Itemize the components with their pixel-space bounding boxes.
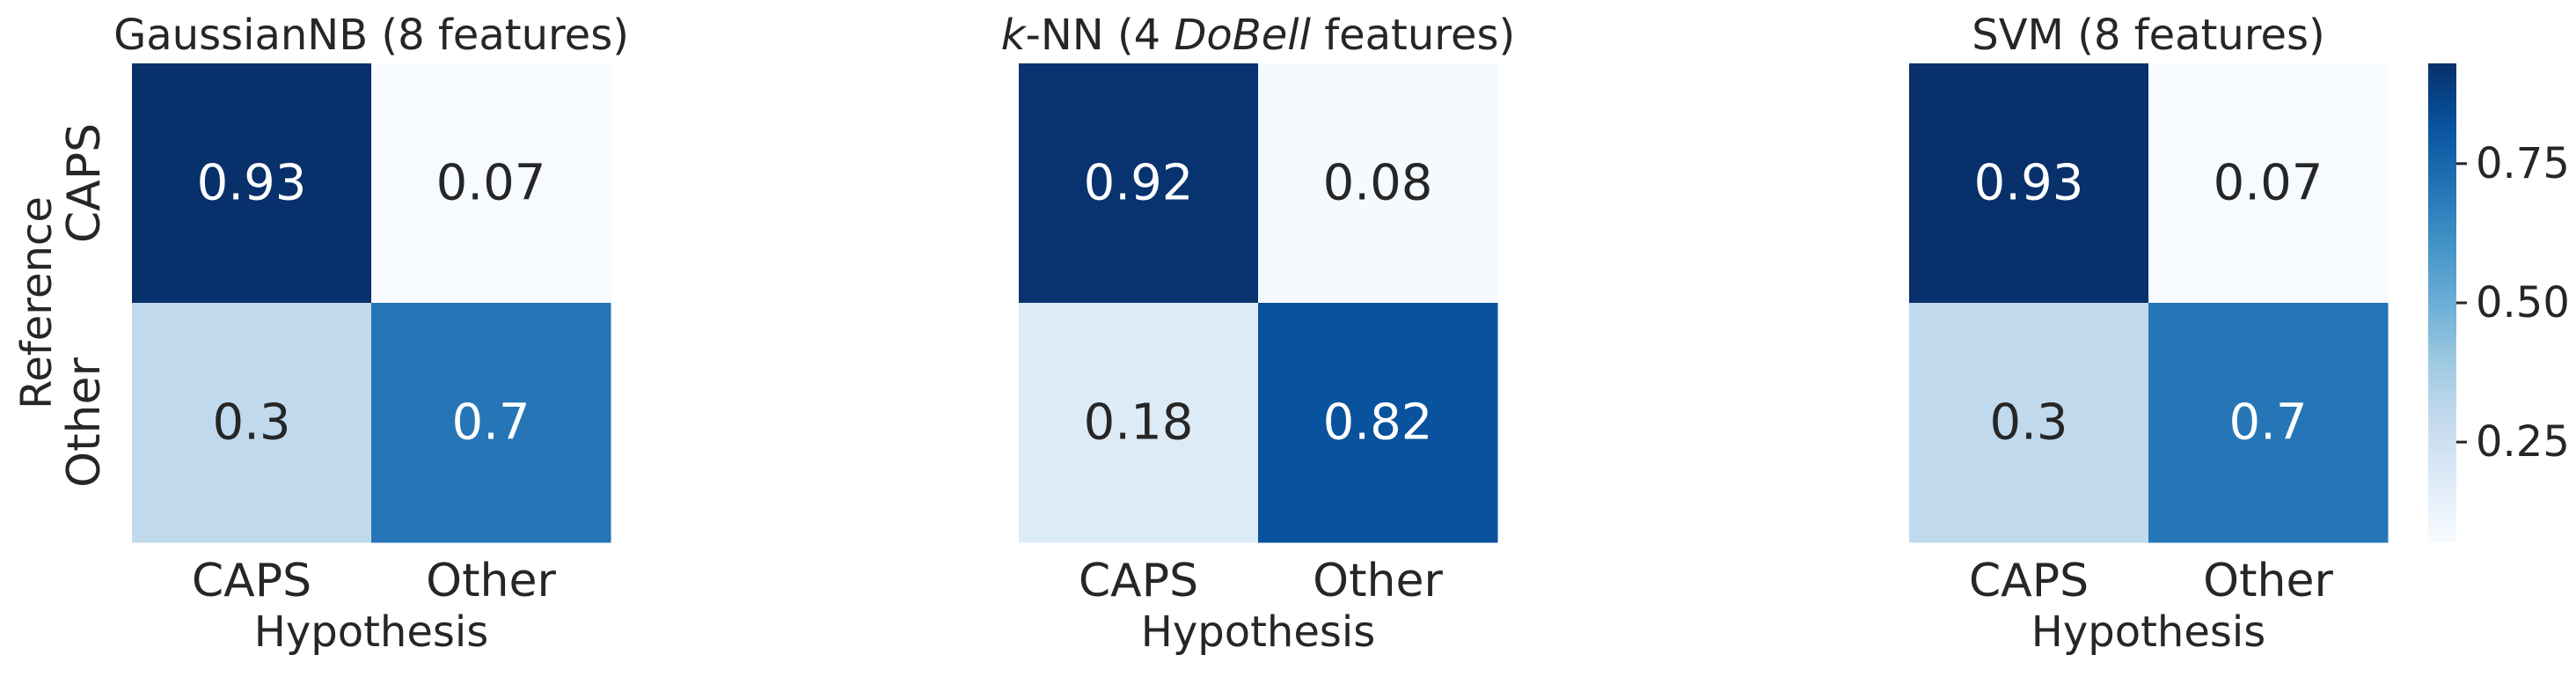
- cell-value-label: 0.93: [1974, 155, 2084, 212]
- cell-value-label: 0.08: [1323, 155, 1433, 212]
- panel-title: GaussianNB (8 features): [113, 11, 629, 60]
- x-tick-label: Other: [426, 555, 556, 607]
- heatmap-cell: [1019, 303, 1259, 543]
- y-axis-label: Reference: [12, 196, 62, 409]
- cell-value-label: 0.3: [1989, 394, 2067, 452]
- x-axis-label: Hypothesis: [2031, 607, 2265, 657]
- heatmap-cell: [1019, 63, 1259, 304]
- cell-value-label: 0.82: [1323, 394, 1433, 452]
- cell-value-label: 0.07: [436, 155, 546, 212]
- heatmap-cell: [1258, 303, 1498, 543]
- cell-value-label: 0.3: [212, 394, 290, 452]
- colorbar-tick-label: 0.25: [2476, 417, 2570, 467]
- cell-value-label: 0.18: [1084, 394, 1194, 452]
- heatmap-cell: [1909, 63, 2149, 304]
- x-tick-label: Other: [2203, 555, 2333, 607]
- cell-value-label: 0.7: [2228, 394, 2307, 452]
- heatmap-cell: [132, 63, 372, 304]
- x-tick-label: CAPS: [1079, 555, 1198, 607]
- cell-value-label: 0.07: [2214, 155, 2324, 212]
- colorbar-tick-label: 0.50: [2476, 278, 2570, 327]
- cell-value-label: 0.7: [451, 394, 530, 452]
- heatmap-cell: [132, 303, 372, 543]
- panel-title: k-NN (4 DoBell features): [1001, 11, 1515, 60]
- x-axis-label: Hypothesis: [254, 607, 488, 657]
- y-tick-label: CAPS: [58, 123, 111, 243]
- heatmap-cell: [1909, 303, 2149, 543]
- x-tick-label: Other: [1313, 555, 1443, 607]
- cell-value-label: 0.93: [197, 155, 307, 212]
- heatmap-cell: [371, 303, 611, 543]
- heatmap-cell: [1258, 63, 1498, 304]
- heatmap-cell: [2148, 63, 2389, 304]
- panel-title: SVM (8 features): [1972, 11, 2325, 60]
- heatmap-cell: [371, 63, 611, 304]
- x-tick-label: CAPS: [192, 555, 311, 607]
- cell-value-label: 0.92: [1084, 155, 1194, 212]
- x-tick-label: CAPS: [1969, 555, 2089, 607]
- x-axis-label: Hypothesis: [1141, 607, 1375, 657]
- colorbar-tick-label: 0.75: [2476, 139, 2570, 188]
- y-tick-label: Other: [58, 357, 111, 488]
- heatmap-cell: [2148, 303, 2389, 543]
- colorbar: [2428, 63, 2456, 542]
